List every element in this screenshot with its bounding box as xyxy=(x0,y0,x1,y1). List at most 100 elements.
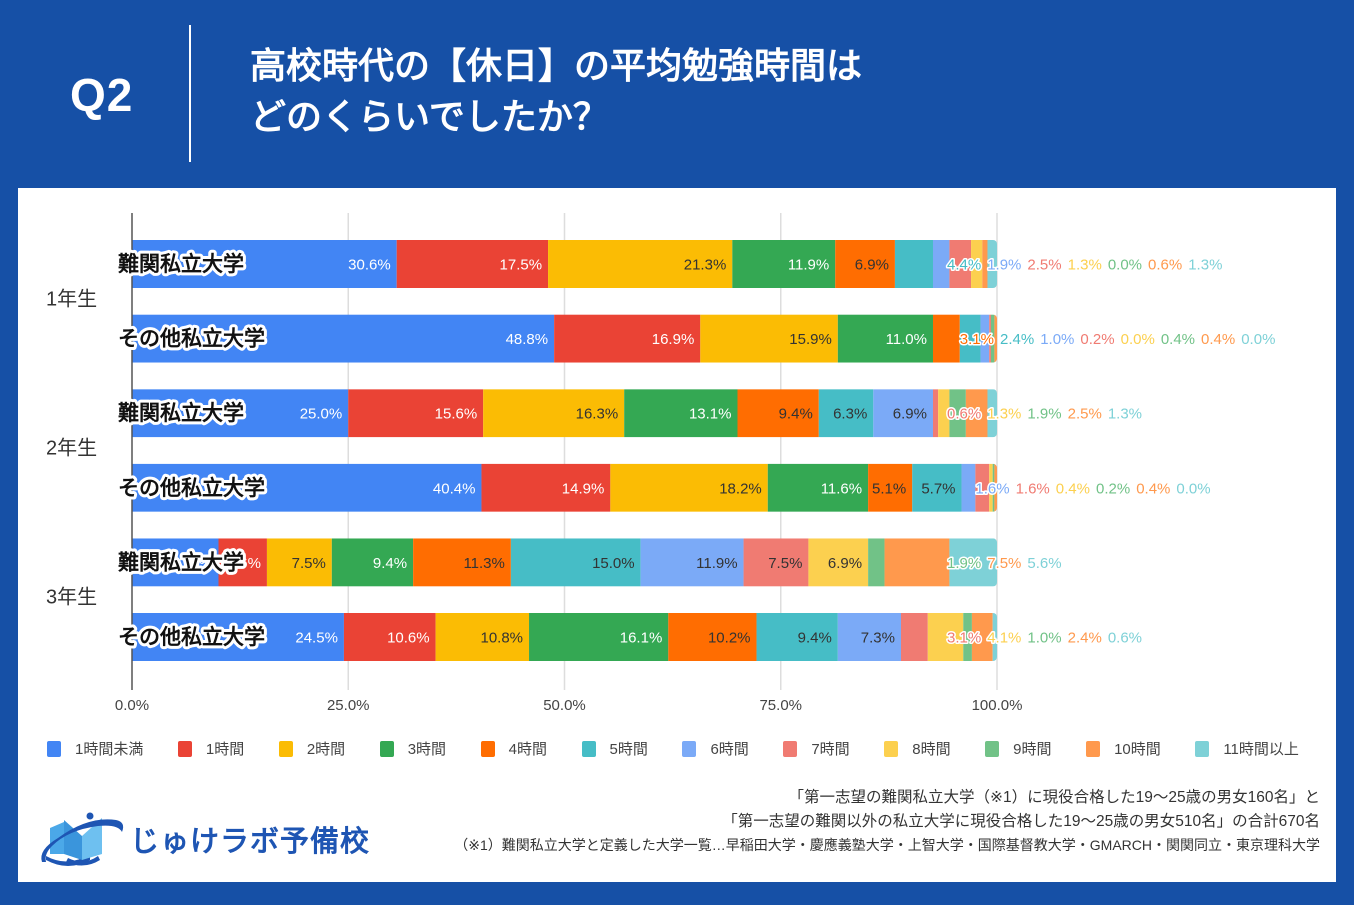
legend-item: 7時間 xyxy=(783,738,850,759)
legend-label: 2時間 xyxy=(306,741,346,758)
bar-segment xyxy=(837,613,901,661)
data-label: 0.0% xyxy=(1121,331,1155,348)
data-label: 13.1% xyxy=(689,406,732,423)
bar-segment xyxy=(837,314,933,363)
bar-segment xyxy=(894,240,933,288)
bar-segment xyxy=(331,538,414,587)
data-label: 0.6% xyxy=(1148,257,1182,274)
legend-label: 8時間 xyxy=(912,741,951,758)
bar-segment xyxy=(818,389,874,438)
bar-segment xyxy=(396,240,549,288)
bar-segment xyxy=(987,389,997,438)
data-label: 7.5% xyxy=(987,555,1021,572)
data-label: 16.1% xyxy=(620,630,663,647)
data-label: 17.5% xyxy=(500,257,543,274)
note-line: 「第一志望の難関以外の私立大学に現役合格した19～25歳の男女510名」の合計6… xyxy=(722,812,1320,830)
data-label: 0.4% xyxy=(1201,331,1235,348)
page-title: 高校時代の【休日】の平均勉強時間は どのくらいでしたか？ xyxy=(250,40,862,142)
data-label: 6.9% xyxy=(893,406,927,423)
legend-swatch xyxy=(783,740,798,757)
legend-item: 11時間以上 xyxy=(1195,738,1299,759)
bar-segment xyxy=(700,314,838,363)
bar-segment xyxy=(938,389,950,438)
bar-segment xyxy=(992,613,997,661)
data-label: 3.1% xyxy=(960,331,994,348)
bar-segment xyxy=(884,538,950,587)
data-label: 2.5% xyxy=(1068,406,1102,423)
bar-segment xyxy=(548,240,733,288)
row-label: 難関私立大学 xyxy=(118,401,244,425)
data-label: 11.9% xyxy=(696,555,737,572)
legend-item: 5時間 xyxy=(581,738,648,759)
bar-segment xyxy=(483,389,625,438)
bar-segment xyxy=(932,240,950,288)
legend-label: 1時間 xyxy=(205,741,245,758)
data-label: 1.9% xyxy=(947,555,981,572)
data-label: 40.4% xyxy=(433,480,476,497)
bar-segment xyxy=(971,613,993,661)
bar-segment xyxy=(132,538,219,587)
legend-swatch xyxy=(985,740,1000,757)
bar-segment xyxy=(961,463,976,512)
data-label: 48.8% xyxy=(506,331,549,348)
bar-segment xyxy=(959,314,981,363)
bar-segment xyxy=(994,314,997,363)
data-label: 1.3% xyxy=(987,406,1021,423)
legend-label: 11時間以上 xyxy=(1223,741,1299,758)
bar-segment xyxy=(218,538,267,587)
bar-segment xyxy=(435,613,530,661)
bar-segment xyxy=(343,613,436,661)
bar-segment xyxy=(992,463,995,512)
bar-segment xyxy=(610,463,768,512)
data-label: 11.9% xyxy=(788,257,829,274)
bar-segment xyxy=(912,463,962,512)
group-label: 2年生 xyxy=(46,437,97,460)
legend-swatch xyxy=(1195,740,1210,757)
data-label: 2.4% xyxy=(1000,331,1034,348)
data-label: 2.4% xyxy=(1068,630,1102,647)
data-label: 21.3% xyxy=(684,257,727,274)
data-label: 10.0% xyxy=(170,555,213,572)
data-label: 1.9% xyxy=(1027,406,1061,423)
legend-swatch xyxy=(682,740,697,757)
data-label: 1.9% xyxy=(987,257,1021,274)
bar-segment xyxy=(835,240,895,288)
bar-segment xyxy=(949,538,997,587)
data-label: 30.6% xyxy=(348,257,391,274)
bar-segment xyxy=(989,314,991,363)
bar-row xyxy=(132,314,997,363)
title-line: 高校時代の【休日】の平均勉強時間は xyxy=(250,45,863,86)
bar-segment xyxy=(668,613,757,661)
legend-label: 1時間未満 xyxy=(75,741,144,758)
bar-row xyxy=(132,240,997,288)
note-line: 「第一志望の難関私立大学（※1）に現役合格した19～25歳の男女160名」と xyxy=(788,789,1320,806)
bar-segment xyxy=(989,463,993,512)
header-divider xyxy=(189,25,191,162)
data-label: 3.1% xyxy=(947,630,981,647)
data-label: 5.6% xyxy=(227,555,261,572)
bar-segment xyxy=(529,613,669,661)
data-label: 15.9% xyxy=(789,331,832,348)
bar-segment xyxy=(756,613,838,661)
bar-segment xyxy=(963,613,972,661)
legend-swatch xyxy=(177,740,192,757)
group-label: 3年生 xyxy=(46,586,97,609)
legend-item: 1時間未満 xyxy=(47,738,143,759)
bar-row xyxy=(132,538,997,587)
data-label: 1.6% xyxy=(975,480,1009,497)
data-label: 14.9% xyxy=(562,480,605,497)
bar-segment xyxy=(554,314,701,363)
data-label: 5.6% xyxy=(1027,555,1061,572)
survey-notes: 「第一志望の難関私立大学（※1）に現役合格した19～25歳の男女160名」と 「… xyxy=(454,786,1320,857)
chart-panel xyxy=(18,188,1336,882)
bar-segment xyxy=(900,613,928,661)
data-label: 25.0% xyxy=(300,406,343,423)
legend-label: 4時間 xyxy=(508,741,547,758)
bar-segment xyxy=(737,389,819,438)
row-label: その他私立大学 xyxy=(118,476,265,500)
data-label: 5.7% xyxy=(921,480,955,497)
legend-item: 2時間 xyxy=(278,738,346,759)
bar-segment xyxy=(624,389,738,438)
data-label: 6.3% xyxy=(833,406,867,423)
